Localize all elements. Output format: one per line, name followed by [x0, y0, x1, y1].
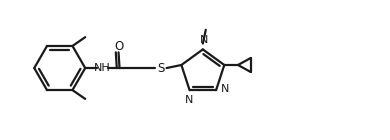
Text: NH: NH: [94, 63, 110, 73]
Text: S: S: [157, 62, 164, 74]
Text: N: N: [184, 95, 193, 105]
Text: N: N: [221, 84, 229, 94]
Text: O: O: [114, 40, 123, 53]
Text: N: N: [200, 35, 208, 45]
